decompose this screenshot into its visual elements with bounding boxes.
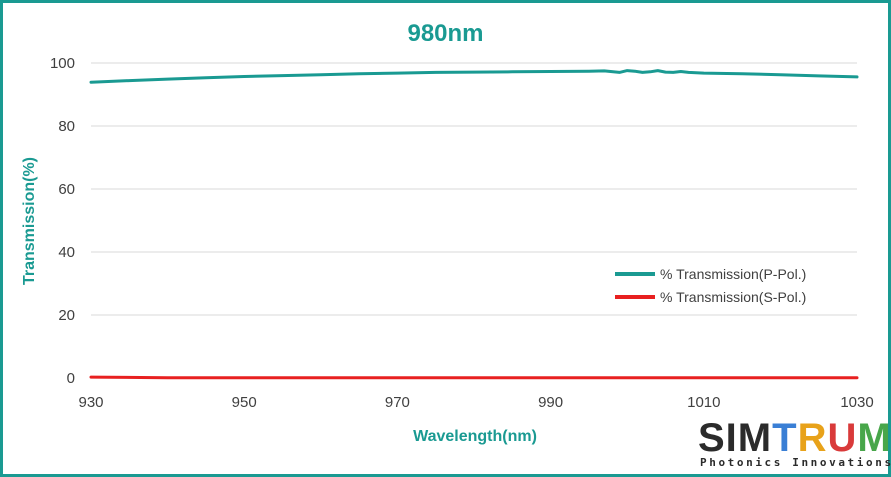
legend: % Transmission(P-Pol.) % Transmission(S-P… (615, 266, 806, 305)
y-tick-label: 20 (58, 307, 75, 324)
x-tick-label: 1030 (840, 394, 873, 411)
legend-label: % Transmission(P-Pol.) (660, 266, 806, 282)
x-tick-label: 950 (232, 394, 257, 411)
series-line-s-pol (89, 375, 859, 380)
y-tick-labels: 0 20 40 60 80 100 (50, 55, 75, 387)
series-line-p-pol (89, 69, 859, 84)
x-tick-label: 930 (78, 394, 103, 411)
logo-wordmark: SIMTRUM (698, 416, 891, 460)
x-tick-labels: 930 950 970 990 1010 1030 (78, 394, 873, 411)
chart-title: 980nm (407, 20, 484, 47)
y-tick-label: 0 (67, 370, 75, 387)
x-tick-label: 990 (538, 394, 563, 411)
y-tick-label: 80 (58, 118, 75, 135)
x-tick-label: 1010 (687, 394, 720, 411)
y-tick-label: 40 (58, 244, 75, 261)
simtrum-logo: SIMTRUM Photonics Innovations (698, 416, 891, 470)
logo-tagline: Photonics Innovations (700, 456, 891, 469)
y-axis-label: Transmission(%) (21, 157, 38, 285)
y-tick-label: 60 (58, 181, 75, 198)
legend-label: % Transmission(S-Pol.) (660, 289, 806, 305)
x-axis-label: Wavelength(nm) (413, 428, 537, 445)
x-tick-label: 970 (385, 394, 410, 411)
gridlines (91, 62, 857, 379)
y-tick-label: 100 (50, 55, 75, 72)
series-lines (89, 69, 859, 380)
